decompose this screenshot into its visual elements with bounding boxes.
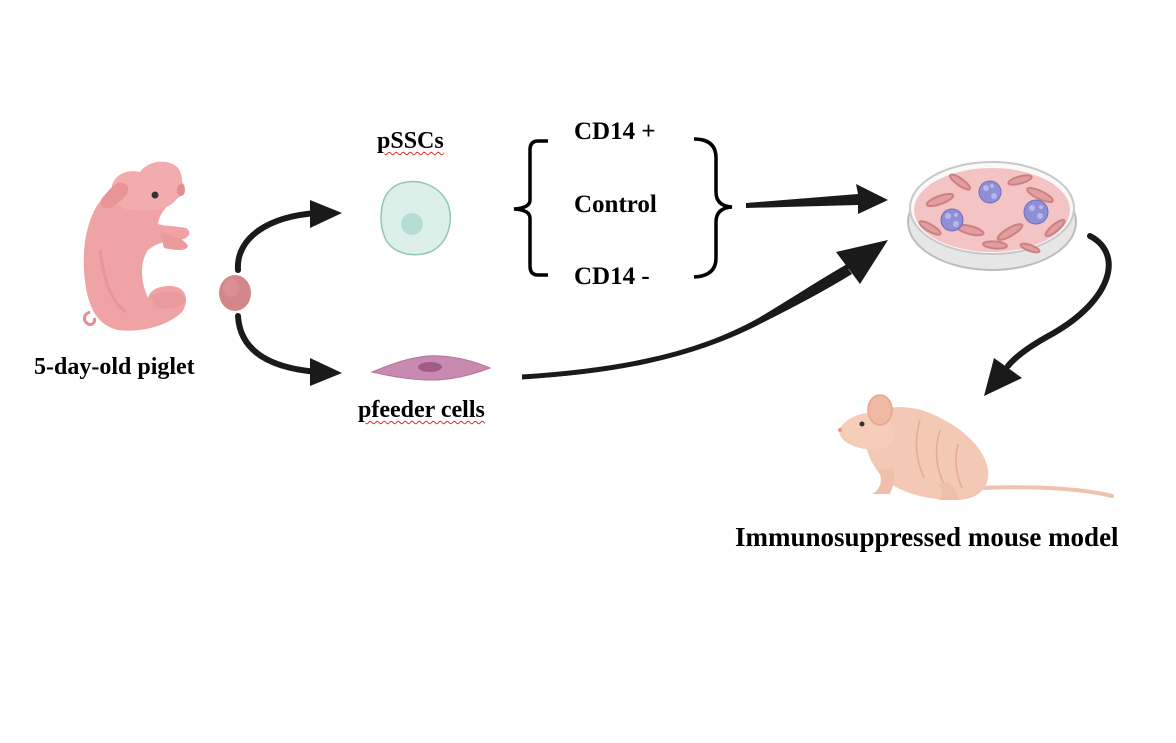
pssc-label: pSSCs	[377, 128, 444, 154]
feeder-label-text: pfeeder cells	[358, 397, 485, 423]
control-label: Control	[574, 191, 657, 218]
arrow-to-dish	[746, 184, 888, 214]
arrow-to-pssc	[234, 200, 342, 273]
mouse-icon	[838, 394, 1114, 500]
pssc-cell-icon	[380, 180, 451, 256]
feeder-label: pfeeder cells	[358, 398, 485, 422]
arrow-to-mouse	[984, 233, 1112, 396]
culture-dish-icon	[907, 161, 1077, 271]
feeder-cell-icon	[370, 355, 492, 381]
piglet-icon	[82, 161, 190, 331]
tissue-icon	[219, 275, 251, 311]
cd14-negative-label: CD14 -	[574, 263, 650, 290]
cd14-positive-label: CD14 +	[574, 118, 656, 145]
piglet-label: 5-day-old piglet	[34, 354, 195, 380]
mouse-label: Immunosuppressed mouse model	[735, 522, 1119, 552]
arrow-feeder-to-dish	[521, 240, 888, 380]
arrow-to-feeder	[235, 313, 342, 386]
left-brace	[513, 139, 548, 277]
right-brace	[693, 137, 733, 279]
